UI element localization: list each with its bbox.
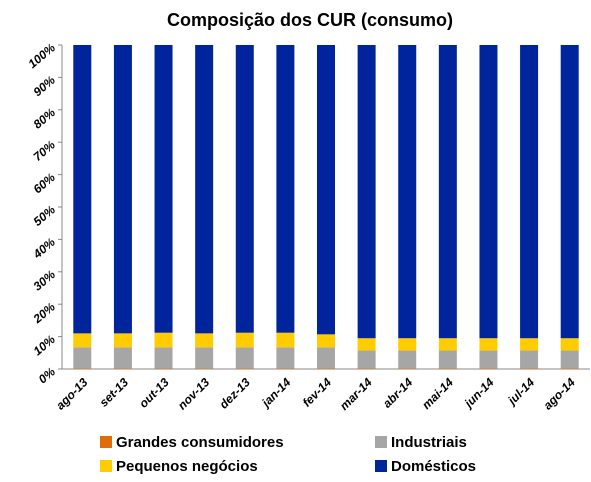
- bar-segment: [235, 368, 254, 369]
- bar-segment: [73, 45, 92, 334]
- bar-segment: [317, 368, 335, 369]
- x-tick-label: out-13: [136, 375, 172, 411]
- bar-segment: [357, 350, 376, 369]
- bar-segment: [195, 347, 214, 369]
- y-tick-label: 60%: [31, 170, 59, 196]
- x-tick-label: abr-14: [380, 375, 416, 411]
- bar-segment: [113, 333, 132, 348]
- bar-segment: [438, 45, 457, 339]
- bar-segment: [276, 332, 295, 348]
- bar-segment: [154, 347, 173, 369]
- bar-segment: [195, 45, 214, 334]
- legend-swatch: [375, 460, 387, 472]
- chart-title: Composição dos CUR (consumo): [167, 10, 453, 30]
- bar-segment: [73, 368, 92, 369]
- x-tick-label: jul-14: [504, 375, 538, 409]
- bar-segment: [520, 45, 539, 339]
- x-tick-label: jun-14: [460, 375, 497, 412]
- x-tick-label: ago-13: [53, 375, 90, 412]
- bar-segment: [479, 368, 498, 369]
- y-tick-label: 50%: [31, 202, 59, 228]
- bar-segment: [195, 333, 214, 348]
- bar-segment: [235, 332, 254, 348]
- bar-segment: [438, 350, 457, 369]
- y-tick-label: 30%: [31, 267, 59, 293]
- bar-segment: [438, 338, 457, 351]
- bar-segment: [235, 45, 254, 333]
- legend-label: Domésticos: [391, 458, 476, 475]
- bar-segment: [195, 368, 214, 369]
- x-tick-label: mar-14: [337, 375, 375, 413]
- x-tick-label: jan-14: [258, 375, 294, 411]
- y-tick-label: 0%: [36, 364, 59, 386]
- x-tick-label: fev-14: [300, 375, 335, 410]
- x-tick-label: dez-13: [217, 375, 254, 412]
- bar-segment: [235, 347, 254, 369]
- bar-segment: [73, 347, 92, 369]
- bar-segment: [276, 45, 295, 333]
- bar-segment: [479, 350, 498, 369]
- y-tick-label: 10%: [31, 332, 59, 358]
- bar-segment: [154, 332, 173, 348]
- bar-segment: [560, 45, 579, 339]
- bar-segment: [560, 350, 579, 369]
- bar-segment: [398, 338, 417, 351]
- x-tick-label: ago-14: [541, 375, 578, 412]
- y-tick-label: 20%: [30, 300, 58, 327]
- bar-segment: [357, 45, 376, 339]
- bar-segment: [73, 333, 92, 348]
- bar-segment: [113, 368, 132, 369]
- bar-segment: [438, 368, 457, 369]
- legend-swatch: [100, 436, 112, 448]
- legend-label: Grandes consumidores: [116, 434, 284, 451]
- legend-label: Pequenos negócios: [116, 458, 258, 475]
- bar-segment: [520, 368, 539, 369]
- bar-segment: [357, 338, 376, 351]
- bar-segment: [317, 347, 335, 369]
- bar-segment: [560, 368, 579, 369]
- bar-segment: [398, 368, 417, 369]
- x-tick-label: mai-14: [419, 375, 456, 412]
- bar-segment: [560, 338, 579, 351]
- bar-segment: [357, 368, 376, 369]
- bar-segment: [113, 45, 132, 334]
- bar-segment: [398, 350, 417, 369]
- y-tick-label: 40%: [30, 235, 58, 262]
- x-tick-label: nov-13: [175, 375, 212, 412]
- y-tick-label: 70%: [31, 138, 59, 164]
- bar-segment: [520, 338, 539, 351]
- bar-segment: [317, 45, 335, 335]
- bar-segment: [398, 45, 417, 339]
- legend-swatch: [375, 436, 387, 448]
- bar-segment: [113, 347, 132, 369]
- bar-segment: [479, 45, 498, 339]
- bar-segment: [317, 334, 335, 348]
- y-tick-label: 90%: [31, 73, 59, 99]
- y-tick-label: 80%: [31, 105, 59, 131]
- bar-segment: [154, 368, 173, 369]
- bar-segment: [276, 368, 295, 369]
- legend-swatch: [100, 460, 112, 472]
- legend-label: Industriais: [391, 434, 467, 451]
- y-tick-label: 100%: [25, 40, 58, 71]
- bar-segment: [276, 347, 295, 369]
- bar-segment: [520, 350, 539, 369]
- x-tick-label: set-13: [97, 375, 132, 410]
- bar-segment: [479, 338, 498, 351]
- bar-segment: [154, 45, 173, 333]
